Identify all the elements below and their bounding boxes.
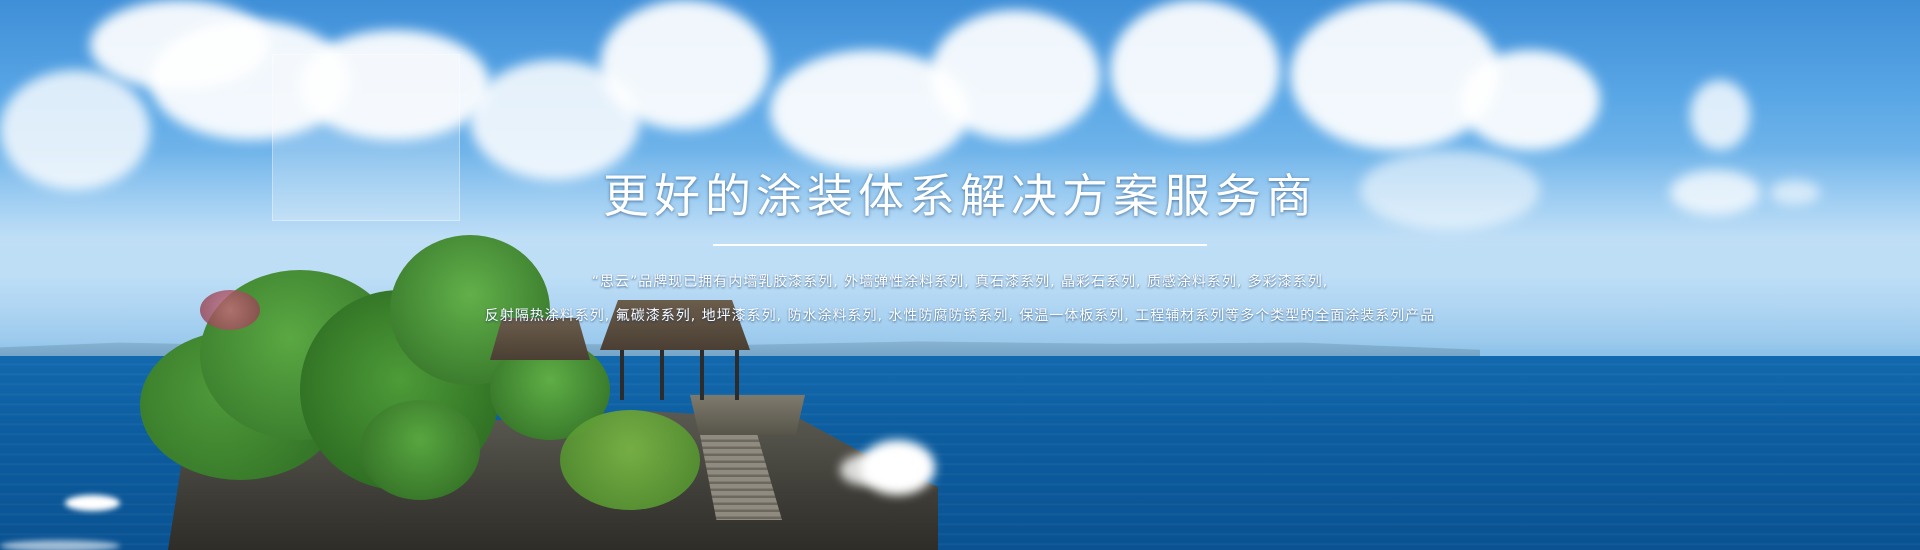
cloud xyxy=(600,0,770,130)
tree-foliage xyxy=(360,400,480,500)
wave xyxy=(0,540,120,550)
cloud xyxy=(1110,0,1280,140)
cloud xyxy=(1290,0,1500,150)
temple-roof xyxy=(600,300,750,350)
cloud xyxy=(1770,180,1820,205)
cloud xyxy=(1670,170,1760,215)
cloud xyxy=(0,70,150,190)
cloud xyxy=(1360,150,1540,230)
cloud xyxy=(1690,80,1750,150)
cloud xyxy=(1460,50,1600,150)
flower-bush xyxy=(200,290,260,330)
temple-pillar xyxy=(700,350,704,400)
headline-divider xyxy=(713,244,1207,246)
banner-description-line-2: 反射隔热涂料系列, 氟碳漆系列, 地坪漆系列, 防水涂料系列, 水性防腐防锈系列… xyxy=(484,308,1436,324)
cloud xyxy=(930,10,1100,140)
banner-headline: 更好的涂装体系解决方案服务商 xyxy=(603,169,1317,223)
temple-pillar xyxy=(735,350,739,400)
wave-splash xyxy=(840,455,885,485)
banner-description-line-1: “思云”品牌现已拥有内墙乳胶漆系列, 外墙弹性涂料系列, 真石漆系列, 晶彩石系… xyxy=(591,274,1329,290)
vine-foliage xyxy=(560,410,700,510)
overlay-square xyxy=(272,54,460,221)
temple-pillar xyxy=(620,350,624,400)
temple-roof xyxy=(490,318,590,360)
cloud xyxy=(300,30,490,140)
temple-pillar xyxy=(660,350,664,400)
temple-platform xyxy=(690,395,805,435)
wave xyxy=(65,495,120,511)
